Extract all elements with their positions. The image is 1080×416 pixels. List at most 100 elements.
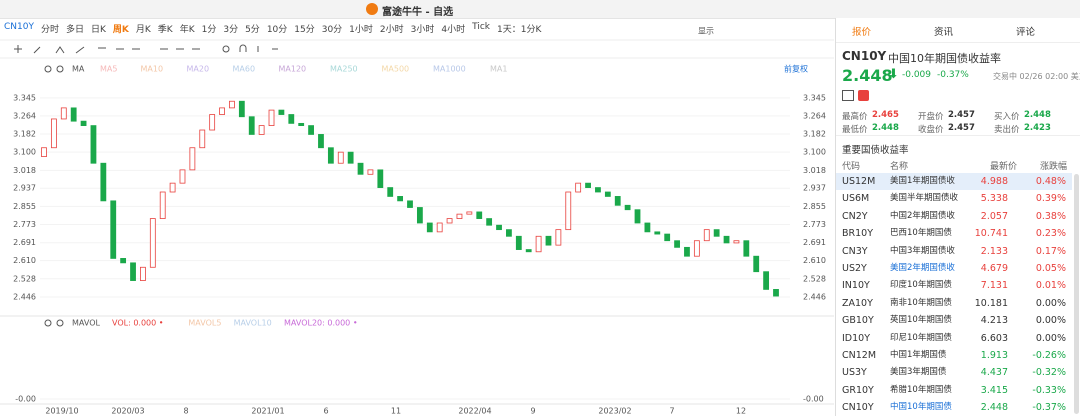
table-row[interactable]: US3Y 美国3年期国债 4.437 -0.32% — [836, 364, 1072, 381]
stat-label: 最高价 — [842, 112, 868, 122]
candle-body — [327, 147, 334, 164]
row-price: 2.448 — [980, 402, 1008, 414]
period-button[interactable]: CN10Y — [4, 22, 34, 32]
candle-body — [288, 114, 295, 124]
period-button[interactable]: 10分 — [266, 25, 288, 35]
stat-value: 2.457 — [948, 123, 975, 133]
period-button[interactable]: 1小时 — [349, 25, 373, 35]
row-price: 4.679 — [980, 263, 1008, 274]
table-row[interactable]: GB10Y 英国10年期国债 4.213 0.00% — [836, 312, 1072, 329]
down-arrow: ⬇ — [888, 67, 899, 82]
period-button[interactable]: 月K — [135, 25, 151, 35]
period-button[interactable]: 日K — [91, 25, 106, 35]
period-button[interactable]: 周K — [112, 25, 129, 35]
period-button[interactable]: 3小时 — [410, 25, 435, 35]
row-code: ID10Y — [842, 332, 871, 344]
period-button[interactable]: 1天：1分K — [497, 25, 542, 35]
stat-value: 2.457 — [948, 110, 975, 120]
row-name: 美国2年期国债收 — [890, 263, 955, 273]
adjust-mode[interactable]: 前复权 — [784, 64, 808, 74]
candle-body — [179, 169, 186, 184]
table-row[interactable]: CN10Y 中国10年期国债 2.448 -0.37% — [836, 399, 1072, 416]
period-button[interactable]: 3分 — [223, 25, 239, 35]
candle-body — [575, 182, 582, 193]
table-title: 重要国债收益率 — [842, 145, 909, 156]
quote-change-pct: -0.37% — [937, 70, 969, 80]
favorite-icon[interactable] — [858, 90, 869, 101]
chart: 显示 前复权 MA MA5 MA10 MA20 MA60 MA120 MA250 MA500 M… — [0, 27, 834, 416]
display-menu[interactable]: 显示 — [698, 27, 714, 36]
row-price: 4.988 — [980, 176, 1008, 187]
tab[interactable]: 评论 — [1016, 27, 1036, 38]
table-row[interactable]: GR10Y 希腊10年期国债 3.415 -0.33% — [836, 382, 1072, 399]
app-logo — [366, 3, 378, 15]
quote-code: CN10Y — [842, 49, 887, 63]
table-row[interactable]: ID10Y 印尼10年期国债 6.603 0.00% — [836, 330, 1072, 347]
period-button[interactable]: 1分 — [201, 25, 217, 35]
candle-body — [723, 235, 730, 244]
candle-body — [308, 125, 314, 135]
candle-body — [595, 187, 601, 193]
row-change: -0.32% — [1032, 367, 1066, 379]
y-tick-label: 2.855 — [13, 202, 36, 211]
table-row[interactable]: ZA10Y 南非10年期国债 10.181 0.00% — [836, 295, 1072, 312]
row-price: 3.415 — [980, 384, 1008, 396]
stat-label: 买入价 — [994, 112, 1020, 122]
candle-body — [773, 289, 779, 297]
table-row[interactable]: IN10Y 印度10年期国债 7.131 0.01% — [836, 277, 1072, 294]
ma-legend-item: MA — [72, 65, 85, 74]
candle-body — [703, 229, 710, 242]
period-button[interactable]: 季K — [157, 25, 173, 35]
row-price: 7.131 — [980, 280, 1008, 292]
period-button[interactable]: 多日 — [65, 25, 84, 35]
row-code: US2Y — [842, 263, 867, 274]
x-tick-label: 8 — [183, 407, 188, 416]
table-row[interactable]: CN2Y 中国2年期国债收 2.057 0.38% — [836, 208, 1072, 225]
vol-legend-item: MAVOL — [72, 319, 100, 328]
period-button[interactable]: 15分 — [294, 25, 315, 35]
row-price: 1.913 — [980, 350, 1008, 361]
table-header: 名称 — [890, 162, 909, 172]
row-name: 中国3年期国债收 — [890, 245, 955, 256]
candle-body — [466, 211, 473, 215]
table-row[interactable]: US12M 美国1年期国债收 4.988 0.48% — [836, 173, 1072, 190]
period-button[interactable]: 2小时 — [379, 25, 404, 35]
candle-body — [496, 224, 502, 231]
ma-legend-item: MA60 — [233, 65, 256, 74]
candle-body — [545, 235, 552, 246]
stat-value: 2.448 — [872, 123, 899, 133]
table-header: 代码 — [842, 162, 861, 172]
candle-body — [209, 114, 216, 131]
period-button[interactable]: 30分 — [321, 25, 343, 35]
drawing-tools[interactable] — [14, 44, 278, 327]
row-code: CN2Y — [842, 210, 868, 222]
row-name: 印度10年期国债 — [890, 280, 952, 291]
candle-body — [604, 191, 611, 197]
candle-body — [624, 204, 631, 211]
tab[interactable]: 资讯 — [934, 27, 954, 38]
y-tick-label: 3.100 — [13, 148, 36, 157]
table-row[interactable]: BR10Y 巴西10年期国债 10.741 0.23% — [836, 225, 1072, 242]
y-tick-label-right: 3.264 — [803, 111, 826, 120]
ma-legend-item: MA1000 — [433, 65, 466, 74]
period-button[interactable]: 4小时 — [441, 25, 466, 35]
scrollbar[interactable] — [1074, 174, 1079, 414]
info-icon[interactable] — [842, 90, 854, 101]
candle-body — [298, 122, 305, 126]
table-row[interactable]: CN12M 中国1年期国债 1.913 -0.26% — [836, 347, 1072, 364]
candle-body — [387, 187, 394, 197]
tab[interactable]: 报价 — [852, 27, 872, 38]
table-row[interactable]: US2Y 美国2年期国债收 4.679 0.05% — [836, 260, 1072, 277]
table-row[interactable]: CN3Y 中国3年期国债收 2.133 0.17% — [836, 243, 1072, 260]
period-button[interactable]: 分时 — [40, 25, 59, 35]
period-button[interactable]: 5分 — [245, 25, 260, 35]
period-button[interactable]: 年K — [179, 25, 195, 35]
row-code: CN12M — [842, 350, 877, 361]
row-change: 0.00% — [1035, 297, 1066, 309]
row-name: 南非10年期国债 — [890, 297, 952, 308]
period-button[interactable]: Tick — [472, 22, 490, 32]
stat-label: 收盘价 — [918, 125, 944, 135]
row-name: 美国半年期国债收 — [890, 193, 959, 204]
candle-body — [684, 246, 690, 257]
table-row[interactable]: US6M 美国半年期国债收 5.338 0.39% — [836, 190, 1072, 207]
